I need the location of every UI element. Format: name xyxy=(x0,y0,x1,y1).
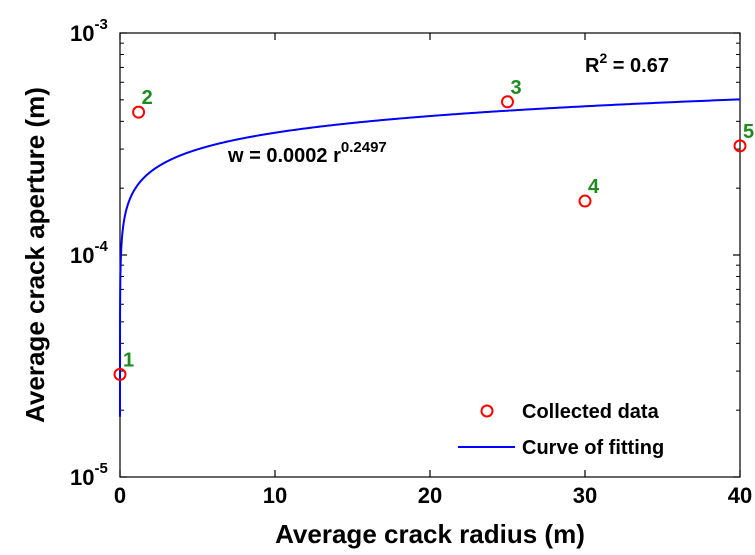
r2-annotation: R2 = 0.67 xyxy=(585,50,669,77)
legend-label-fitting: Curve of fitting xyxy=(522,437,664,459)
y-tick-label: 10-4 xyxy=(70,238,108,268)
equation-exponent: 0.2497 xyxy=(341,139,387,156)
y-tick-labels: 10-5 10-4 10-3 xyxy=(70,16,108,490)
data-point-label-3: 3 xyxy=(511,77,522,99)
x-tick-label: 0 xyxy=(114,483,126,508)
data-point-label-2: 2 xyxy=(142,87,153,109)
x-axis-label: Average crack radius (m) xyxy=(275,519,585,549)
r2-superscript: 2 xyxy=(599,50,607,66)
x-tick-label: 10 xyxy=(263,483,287,508)
data-point-label-4: 4 xyxy=(588,176,600,198)
y-axis-label: Average crack aperture (m) xyxy=(20,87,50,423)
x-tick-label: 30 xyxy=(573,483,597,508)
legend-label-collected: Collected data xyxy=(522,401,660,423)
data-point-label-1: 1 xyxy=(123,349,134,371)
data-point-label-5: 5 xyxy=(743,121,754,143)
y-tick-label: 10-5 xyxy=(70,460,108,490)
x-tick-labels: 0 10 20 30 40 xyxy=(114,483,752,508)
y-tick-label: 10-3 xyxy=(70,16,108,46)
x-tick-label: 40 xyxy=(728,483,752,508)
x-tick-label: 20 xyxy=(418,483,442,508)
